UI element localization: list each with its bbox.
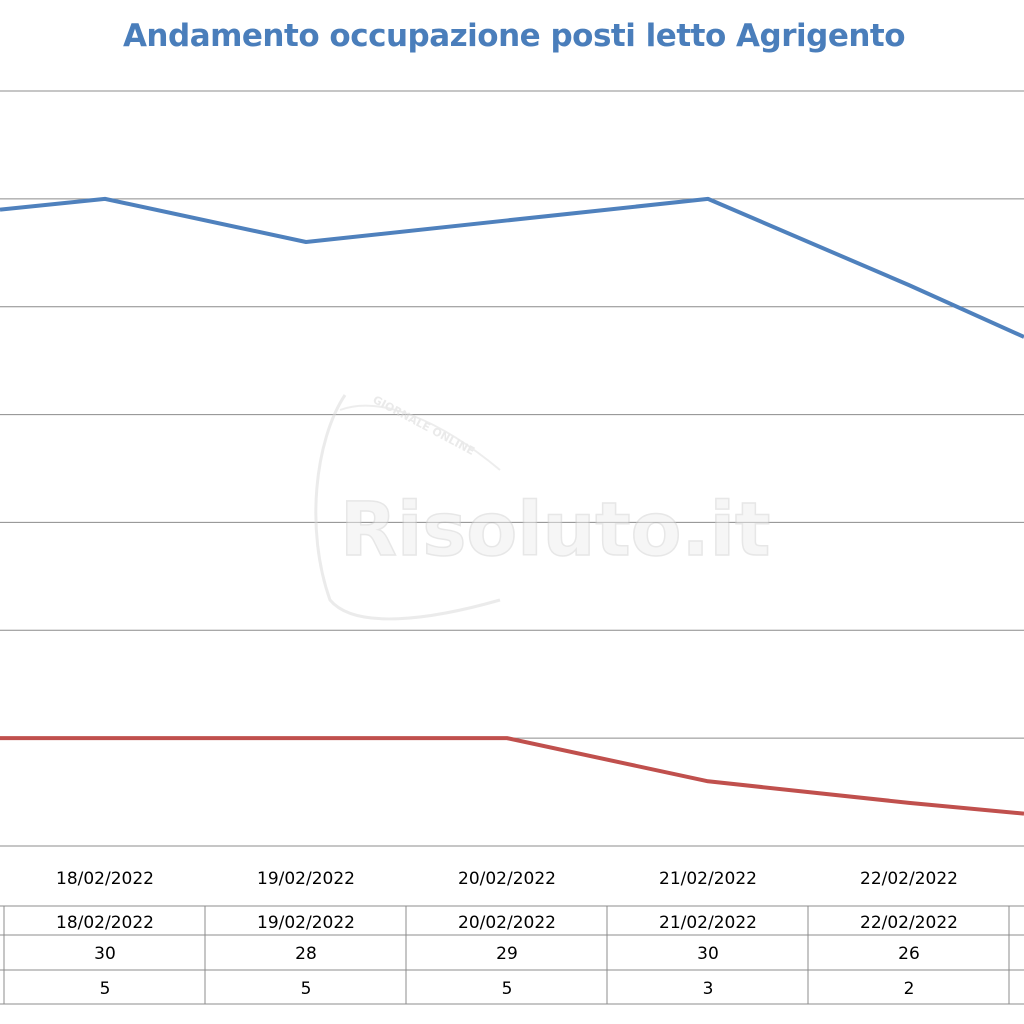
x-tick-label: 22/02/2022 [860, 869, 958, 889]
data-point [104, 198, 106, 200]
table-value-cell: 30 [697, 944, 719, 964]
x-tick-label: 21/02/2022 [659, 869, 757, 889]
data-point [506, 737, 508, 739]
data-point [506, 219, 508, 221]
x-tick-label: 19/02/2022 [257, 869, 355, 889]
table-value-cell: 28 [295, 944, 317, 964]
data-point [305, 241, 307, 243]
x-tick-label: 18/02/2022 [56, 869, 154, 889]
series-layer [0, 196, 1024, 816]
table-value-cell: 5 [502, 979, 513, 999]
x-axis-labels: 18/02/2022 19/02/2022 20/02/2022 21/02/2022… [56, 869, 958, 889]
table-value-cell: 5 [301, 979, 312, 999]
table-value-cell: 30 [94, 944, 116, 964]
data-point [305, 737, 307, 739]
table-value-cell: 3 [703, 979, 714, 999]
data-point [707, 780, 709, 782]
table-value-cell: 29 [496, 944, 518, 964]
gridlines [0, 90, 1024, 847]
chart-title: Andamento occupazione posti letto Agrige… [122, 18, 906, 54]
data-table: 18/02/2022 19/02/2022 20/02/2022 21/02/2022… [0, 905, 1024, 1005]
watermark-logo: GIORNALE ONLINE Risoluto.it [314, 393, 771, 621]
table-header-cell: 19/02/2022 [257, 913, 355, 933]
watermark-brand: Risoluto.it [340, 487, 770, 573]
series-line-1 [0, 196, 1024, 339]
data-point [908, 802, 910, 804]
data-point [707, 198, 709, 200]
data-point [104, 737, 106, 739]
table-header-cell: 21/02/2022 [659, 913, 757, 933]
table-header-cell: 20/02/2022 [458, 913, 556, 933]
x-tick-label: 20/02/2022 [458, 869, 556, 889]
data-point [908, 284, 910, 286]
table-value-cell: 2 [904, 979, 915, 999]
table-header-cell: 22/02/2022 [860, 913, 958, 933]
series-line-2 [0, 736, 1024, 816]
table-header-cell: 18/02/2022 [56, 913, 154, 933]
table-value-cell: 26 [898, 944, 920, 964]
table-value-cell: 5 [100, 979, 111, 999]
watermark-tagline: GIORNALE ONLINE [371, 393, 477, 458]
